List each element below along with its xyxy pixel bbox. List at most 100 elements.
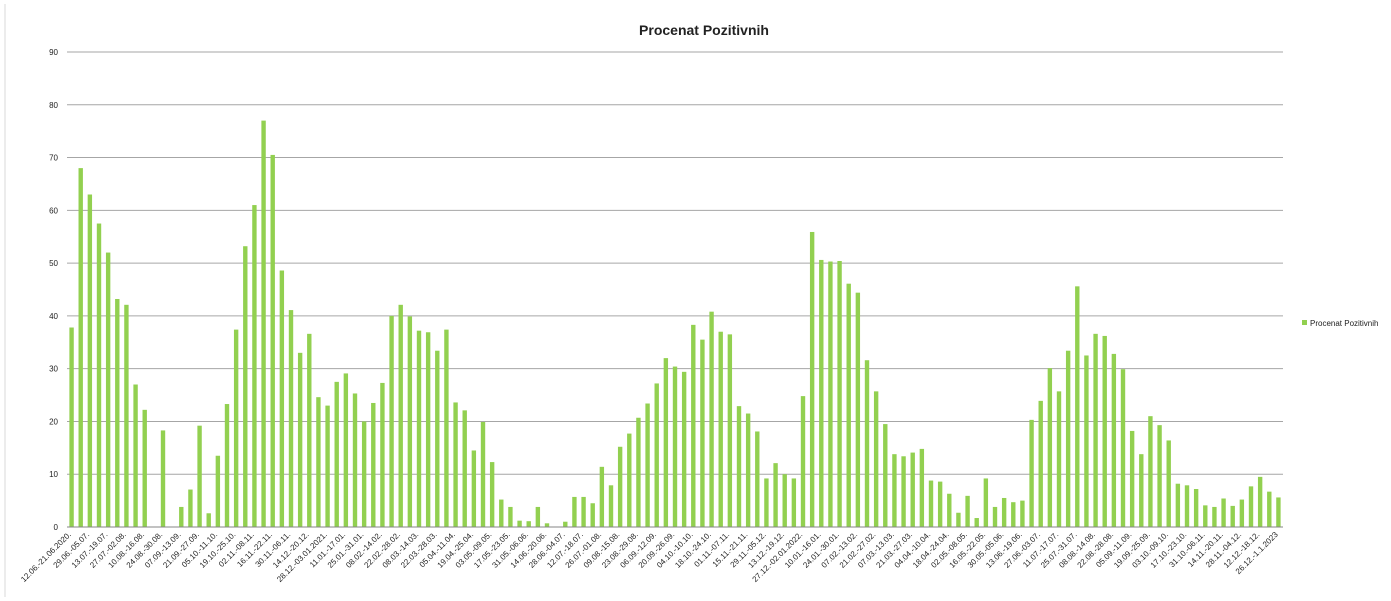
bar	[453, 402, 458, 527]
y-tick-label: 20	[49, 417, 58, 426]
bar	[828, 261, 833, 527]
bar	[901, 456, 906, 527]
bar	[1276, 497, 1281, 527]
bar	[508, 506, 513, 527]
bar	[361, 421, 367, 527]
bar	[224, 404, 230, 527]
bar	[261, 120, 266, 528]
bar	[1102, 335, 1107, 527]
bar	[1011, 502, 1016, 527]
bar	[627, 433, 632, 527]
bar	[270, 154, 275, 528]
bar	[855, 292, 861, 527]
bar	[1029, 419, 1034, 527]
bar	[334, 381, 339, 527]
bar	[69, 327, 74, 527]
bar	[343, 373, 349, 527]
y-tick-label: 50	[49, 259, 58, 268]
y-tick-label: 30	[49, 365, 58, 374]
y-tick-label: 90	[49, 48, 58, 57]
bar	[444, 329, 449, 527]
bar	[1257, 476, 1263, 527]
bar	[1221, 498, 1226, 527]
bar	[590, 503, 595, 527]
bar	[636, 417, 641, 527]
bar	[115, 299, 120, 527]
bar	[928, 480, 934, 527]
legend-swatch	[1302, 320, 1307, 325]
bar	[1111, 353, 1117, 527]
bar	[78, 168, 83, 528]
bar	[819, 259, 824, 527]
bar	[700, 339, 705, 527]
bar	[206, 513, 211, 527]
bar	[1212, 506, 1217, 527]
bar	[1093, 333, 1098, 527]
y-tick-label: 10	[49, 470, 58, 479]
bar	[1038, 400, 1043, 527]
y-tick-label: 40	[49, 312, 58, 321]
y-tick-label: 80	[49, 101, 58, 110]
bar	[398, 304, 403, 527]
bar	[380, 382, 385, 527]
bar	[124, 304, 129, 527]
bar	[142, 409, 147, 527]
bar	[233, 329, 239, 527]
bar	[873, 391, 879, 527]
bar	[1148, 416, 1153, 527]
bar	[992, 506, 998, 527]
bar	[782, 474, 787, 527]
bar	[956, 512, 961, 527]
y-tick-label: 60	[49, 206, 58, 215]
bar	[489, 462, 495, 527]
bar	[947, 493, 952, 527]
bar	[1184, 485, 1190, 527]
bar	[416, 330, 422, 527]
bar	[1075, 286, 1080, 527]
bar	[773, 463, 778, 527]
bar	[599, 466, 605, 527]
bar	[544, 523, 550, 527]
bar	[1001, 497, 1007, 527]
bar	[1139, 454, 1144, 527]
bar	[297, 352, 303, 527]
bar	[800, 396, 806, 527]
bar	[718, 331, 723, 527]
bar	[846, 283, 851, 527]
bar	[1084, 355, 1089, 527]
bar	[197, 425, 202, 527]
bar	[563, 521, 568, 527]
bar	[709, 311, 714, 527]
bar	[1047, 368, 1053, 527]
bar	[133, 384, 138, 527]
bar	[517, 520, 522, 527]
bar	[937, 481, 943, 527]
bar	[1065, 350, 1071, 527]
bar	[1120, 369, 1126, 527]
bars	[69, 120, 1281, 528]
bar	[791, 478, 797, 527]
bar	[87, 194, 93, 527]
bar	[809, 231, 815, 527]
bar	[179, 506, 184, 527]
bar	[425, 332, 431, 527]
bar	[252, 205, 257, 527]
bar	[243, 246, 248, 527]
bar	[727, 334, 733, 527]
bar	[617, 446, 623, 527]
y-axis-tick-labels: 0 10 20 30 40 50 60 70 80 90	[49, 48, 58, 532]
bar	[188, 489, 193, 527]
bar	[654, 383, 659, 527]
gridlines	[67, 51, 1283, 475]
bar	[1239, 499, 1245, 527]
y-tick-label: 70	[49, 154, 58, 163]
bar	[1020, 500, 1025, 527]
bar	[892, 454, 897, 527]
bar	[1193, 489, 1199, 527]
bar	[407, 316, 413, 527]
y-tick-label: 0	[54, 523, 59, 532]
bar	[1230, 505, 1235, 527]
bar	[581, 496, 586, 527]
